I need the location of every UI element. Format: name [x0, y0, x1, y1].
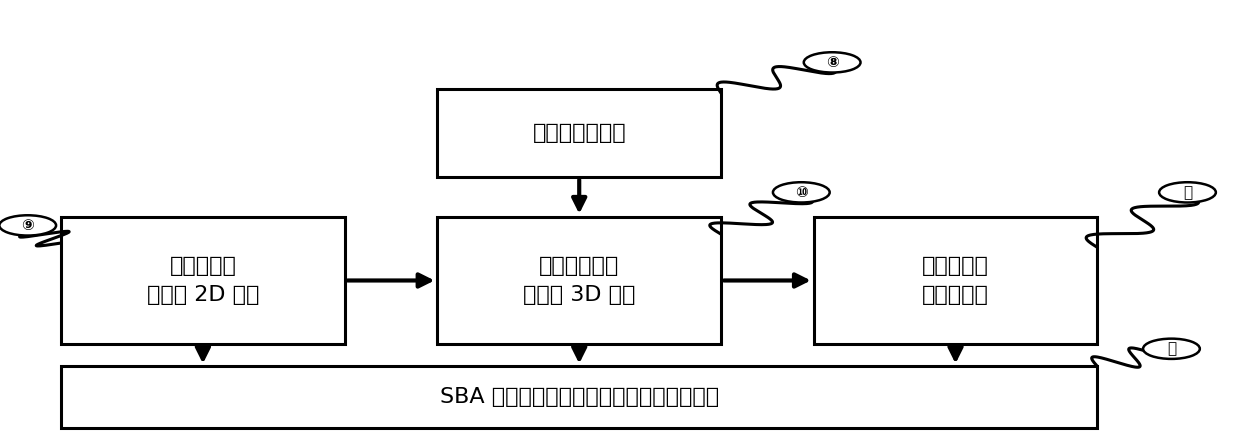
Text: ⑪: ⑪: [1183, 185, 1192, 200]
Text: 球心的 3D 坐标: 球心的 3D 坐标: [523, 285, 635, 305]
Circle shape: [804, 52, 861, 72]
Bar: [438, 217, 722, 344]
Text: ⑨: ⑨: [21, 218, 35, 233]
Bar: [61, 217, 345, 344]
Circle shape: [1159, 182, 1216, 202]
Text: ⑫: ⑫: [1167, 341, 1176, 356]
Text: ⑩: ⑩: [795, 185, 807, 200]
Bar: [61, 366, 1097, 428]
Bar: [813, 217, 1097, 344]
Text: 球面角点检: 球面角点检: [170, 256, 237, 276]
Circle shape: [773, 182, 830, 202]
Text: 预估球心及直径: 预估球心及直径: [532, 123, 626, 143]
Circle shape: [0, 215, 56, 236]
Circle shape: [1143, 339, 1200, 359]
Text: 测，得 2D 坐标: 测，得 2D 坐标: [146, 285, 259, 305]
Text: ⑧: ⑧: [826, 55, 838, 70]
Text: 计算标记点及: 计算标记点及: [539, 256, 619, 276]
Text: SBA 非线性优化，得到准确的相机内外参数: SBA 非线性优化，得到准确的相机内外参数: [440, 387, 719, 407]
Text: 预估相机的: 预估相机的: [923, 256, 990, 276]
Text: 初始外参数: 初始外参数: [923, 285, 990, 305]
Bar: [438, 89, 722, 177]
